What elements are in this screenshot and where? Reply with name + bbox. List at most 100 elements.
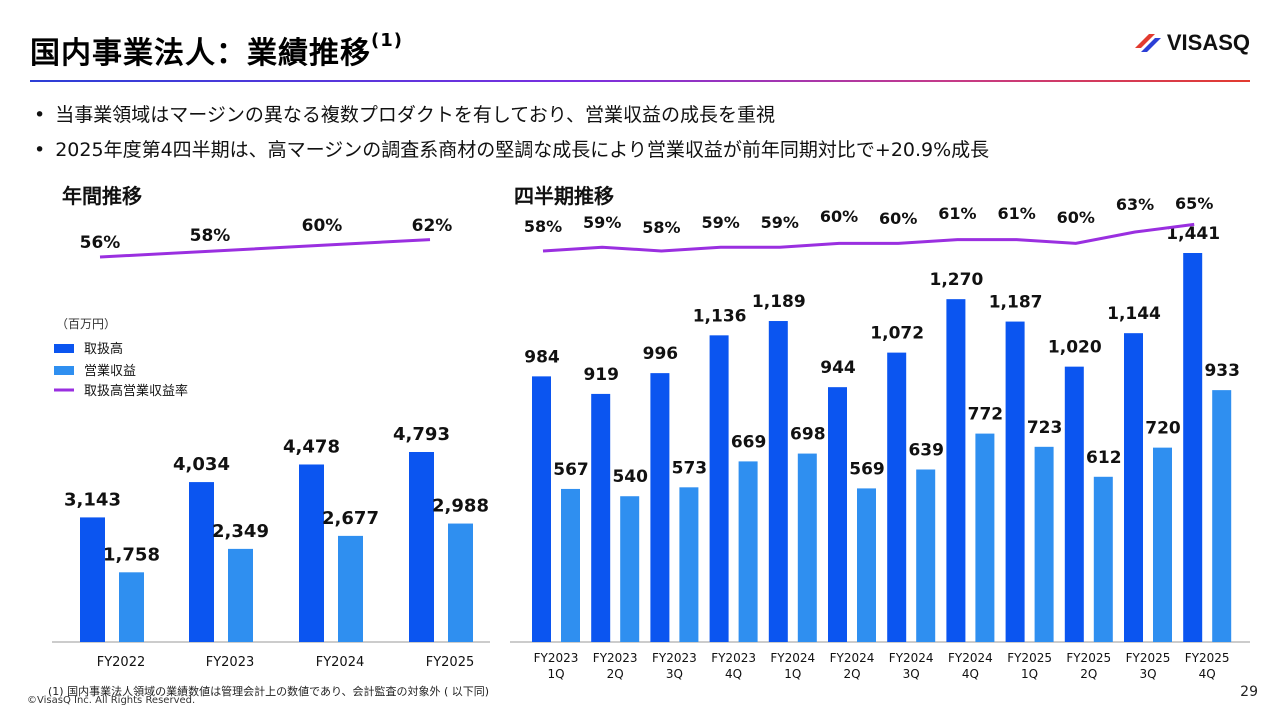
quarterly-x-tick-year: FY2025: [1185, 651, 1230, 665]
quarterly-gross-bar: [591, 393, 611, 642]
legend-gross-swatch: [54, 344, 74, 353]
quarterly-revenue-label: 698: [790, 425, 826, 445]
quarterly-revenue-label: 612: [1086, 448, 1122, 468]
quarterly-gross-label: 919: [583, 365, 619, 385]
quarterly-x-tick-quarter: 2Q: [607, 667, 624, 681]
quarterly-revenue-bar: [916, 469, 936, 642]
quarterly-gross-bar: [1005, 321, 1025, 642]
quarterly-revenue-bar: [975, 433, 995, 642]
quarterly-revenue-bar: [620, 496, 640, 642]
quarterly-x-tick-quarter: 3Q: [903, 667, 920, 681]
annual-gross-bar: [299, 464, 324, 642]
annual-revenue-bar: [338, 535, 363, 642]
quarterly-x-tick-quarter: 3Q: [1139, 667, 1156, 681]
legend-revenue-swatch: [54, 366, 74, 375]
quarterly-revenue-label: 639: [908, 441, 944, 461]
annual-revenue-label: 2,988: [432, 496, 489, 517]
annual-revenue-bar: [119, 572, 144, 642]
quarterly-x-tick-year: FY2023: [652, 651, 697, 665]
quarterly-x-tick-year: FY2023: [534, 651, 579, 665]
quarterly-revenue-label: 933: [1204, 361, 1240, 381]
quarterly-margin-label: 60%: [879, 209, 917, 228]
quarterly-gross-bar: [650, 373, 670, 642]
annual-gross-bar: [80, 517, 105, 642]
quarterly-revenue-label: 540: [612, 467, 648, 487]
quarterly-x-tick-year: FY2023: [593, 651, 638, 665]
quarterly-x-tick-year: FY2024: [889, 651, 934, 665]
quarterly-gross-label: 1,144: [1107, 304, 1161, 324]
quarterly-margin-label: 63%: [1116, 195, 1154, 214]
annual-gross-label: 4,793: [393, 424, 450, 445]
quarterly-revenue-bar: [1093, 476, 1113, 642]
annual-gross-label: 4,478: [283, 436, 340, 457]
quarterly-gross-label: 1,072: [870, 324, 924, 344]
quarterly-revenue-label: 772: [968, 405, 1004, 425]
bullet-list: 当事業領域はマージンの異なる複数プロダクトを有しており、営業収益の成長を重視 2…: [54, 100, 989, 170]
quarterly-gross-bar: [1064, 366, 1084, 642]
annual-margin-line: [99, 238, 431, 259]
logo-text: VISASQ: [1166, 30, 1250, 55]
quarterly-margin-label: 59%: [761, 213, 799, 232]
quarterly-x-tick-quarter: 1Q: [1021, 667, 1038, 681]
legend-revenue-label: 営業収益: [84, 363, 136, 379]
quarterly-chart-title: 四半期推移: [514, 184, 614, 208]
bullet-item: 当事業領域はマージンの異なる複数プロダクトを有しており、営業収益の成長を重視: [54, 100, 989, 127]
quarterly-margin-label: 58%: [642, 218, 680, 237]
annual-revenue-label: 1,758: [103, 544, 160, 565]
quarterly-revenue-bar: [1034, 446, 1054, 642]
quarterly-gross-label: 996: [643, 344, 679, 364]
quarterly-gross-bar: [946, 299, 966, 642]
quarterly-revenue-label: 573: [672, 458, 708, 478]
quarterly-revenue-label: 569: [849, 459, 885, 479]
quarterly-gross-label: 984: [524, 347, 560, 367]
quarterly-gross-bar: [532, 376, 551, 642]
quarterly-x-tick-year: FY2024: [948, 651, 993, 665]
quarterly-gross-bar: [1124, 333, 1143, 642]
annual-margin-label: 62%: [412, 216, 453, 236]
annual-revenue-bar: [448, 523, 473, 642]
annual-x-tick-label: FY2022: [97, 655, 146, 670]
annual-x-tick-label: FY2025: [426, 655, 475, 670]
annual-revenue-label: 2,677: [322, 508, 379, 529]
quarterly-x-tick-quarter: 2Q: [1080, 667, 1097, 681]
quarterly-revenue-label: 720: [1145, 419, 1181, 439]
quarterly-gross-label: 944: [820, 358, 856, 378]
quarterly-gross-label: 1,270: [930, 270, 984, 290]
annual-margin-label: 58%: [190, 226, 231, 246]
page-number: 29: [1240, 684, 1258, 700]
quarterly-x-tick-quarter: 4Q: [962, 667, 979, 681]
bullet-item: 2025年度第4四半期は、高マージンの調査系商材の堅調な成長により営業収益が前年…: [54, 135, 989, 162]
annual-revenue-label: 2,349: [212, 521, 269, 542]
annual-gross-bar: [409, 452, 434, 642]
annual-x-tick-label: FY2023: [206, 655, 255, 670]
quarterly-revenue-bar: [797, 453, 817, 642]
logo-mark-icon: [1134, 34, 1161, 52]
annual-margin-label: 56%: [80, 233, 121, 253]
quarterly-revenue-bar: [1212, 390, 1232, 642]
quarterly-gross-label: 1,020: [1048, 338, 1102, 358]
quarterly-margin-label: 59%: [583, 213, 621, 232]
quarterly-x-tick-quarter: 4Q: [725, 667, 742, 681]
quarterly-margin-label: 61%: [938, 204, 976, 223]
quarterly-x-tick-quarter: 2Q: [843, 667, 860, 681]
annual-chart-title: 年間推移: [62, 184, 142, 208]
quarterly-x-tick-year: FY2023: [711, 651, 756, 665]
annual-revenue-bar: [228, 548, 253, 642]
visasq-logo: VISASQ: [1134, 30, 1250, 56]
quarterly-margin-label: 61%: [997, 204, 1035, 223]
quarterly-x-tick-quarter: 3Q: [666, 667, 683, 681]
annual-unit-label: （百万円）: [56, 317, 116, 331]
quarterly-x-tick-year: FY2024: [830, 651, 875, 665]
quarterly-margin-label: 60%: [1057, 208, 1095, 227]
title-footnote-ref: (1): [371, 30, 403, 51]
quarterly-gross-bar: [1183, 253, 1203, 642]
annual-margin-label: 60%: [302, 216, 343, 236]
quarterly-x-tick-year: FY2025: [1007, 651, 1052, 665]
quarterly-x-tick-year: FY2024: [770, 651, 815, 665]
quarterly-revenue-bar: [738, 461, 758, 642]
quarterly-gross-label: 1,441: [1166, 224, 1220, 244]
quarterly-margin-label: 60%: [820, 207, 858, 226]
annual-x-tick-label: FY2024: [316, 655, 365, 670]
quarterly-gross-bar: [768, 321, 788, 642]
